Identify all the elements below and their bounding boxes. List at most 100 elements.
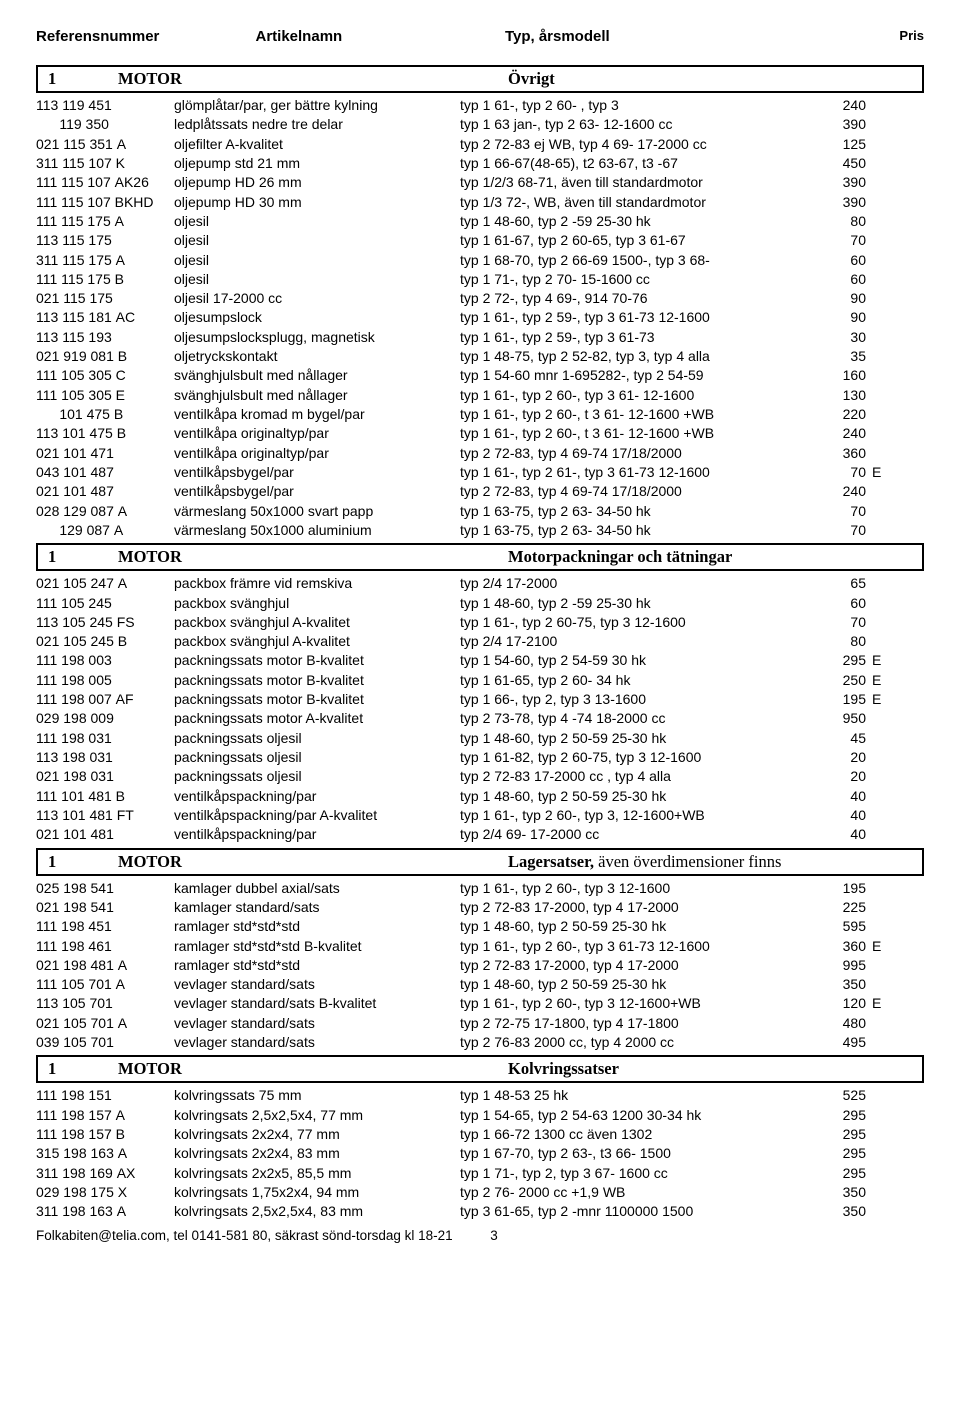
cell-typ: typ 2 72-83 17-2000, typ 4 17-2000 — [460, 956, 796, 975]
section-number: 1 — [44, 1059, 118, 1079]
cell-art: oljesil — [174, 212, 460, 231]
cell-pris: 450 — [796, 154, 866, 173]
cell-ref: 113 119 451 — [36, 96, 174, 115]
cell-mark — [866, 386, 902, 405]
cell-mark: E — [866, 690, 902, 709]
section-title: MOTOR — [118, 69, 508, 89]
cell-mark — [866, 1202, 902, 1221]
cell-pris: 350 — [796, 1202, 866, 1221]
table-row: 043 101 487ventilkåpsbygel/partyp 1 61-,… — [36, 463, 924, 482]
cell-mark — [866, 270, 902, 289]
cell-ref: 021 198 541 — [36, 898, 174, 917]
cell-typ: typ 1 48-53 25 hk — [460, 1086, 796, 1105]
cell-pris: 195 — [796, 690, 866, 709]
section-subtitle: Kolvringssatser — [508, 1059, 916, 1079]
table-row: 111 115 107 BKHDoljepump HD 30 mmtyp 1/3… — [36, 193, 924, 212]
cell-mark — [866, 898, 902, 917]
table-row: 113 101 481 FTventilkåpspackning/par A-k… — [36, 806, 924, 825]
cell-typ: typ 2 72-83 ej WB, typ 4 69- 17-2000 cc — [460, 135, 796, 154]
cell-art: svänghjulsbult med nållager — [174, 386, 460, 405]
cell-pris: 70 — [796, 463, 866, 482]
cell-ref: 021 101 481 — [36, 825, 174, 844]
cell-art: ventilkåpsbygel/par — [174, 482, 460, 501]
cell-ref: 101 475 B — [36, 405, 174, 424]
cell-typ: typ 2 72-, typ 4 69-, 914 70-76 — [460, 289, 796, 308]
cell-typ: typ 1 63-75, typ 2 63- 34-50 hk — [460, 502, 796, 521]
cell-ref: 129 087 A — [36, 521, 174, 540]
cell-typ: typ 1 48-60, typ 2 -59 25-30 hk — [460, 594, 796, 613]
table-row: 111 101 481 Bventilkåpspackning/partyp 1… — [36, 787, 924, 806]
footer-text: Folkabiten@telia.com, tel 0141-581 80, s… — [36, 1228, 453, 1243]
cell-art: ledplåtssats nedre tre delar — [174, 115, 460, 134]
cell-pris: 40 — [796, 825, 866, 844]
section-number: 1 — [44, 69, 118, 89]
cell-art: vevlager standard/sats — [174, 1014, 460, 1033]
cell-typ: typ 1/2/3 68-71, även till standardmotor — [460, 173, 796, 192]
cell-art: ventilkåpsbygel/par — [174, 463, 460, 482]
cell-art: oljesil — [174, 231, 460, 250]
cell-typ: typ 2 72-83 17-2000, typ 4 17-2000 — [460, 898, 796, 917]
cell-pris: 70 — [796, 502, 866, 521]
cell-ref: 111 198 451 — [36, 917, 174, 936]
cell-typ: typ 1 61-, typ 2 60-, typ 3 61-73 12-160… — [460, 937, 796, 956]
cell-typ: typ 1 67-70, typ 2 63-, t3 66- 1500 — [460, 1144, 796, 1163]
cell-ref: 111 198 151 — [36, 1086, 174, 1105]
cell-ref: 311 198 169 AX — [36, 1164, 174, 1183]
cell-ref: 039 105 701 — [36, 1033, 174, 1052]
cell-typ: typ 2 76- 2000 cc +1,9 WB — [460, 1183, 796, 1202]
cell-ref: 025 198 541 — [36, 879, 174, 898]
cell-art: oljesumpslocksplugg, magnetisk — [174, 328, 460, 347]
cell-pris: 595 — [796, 917, 866, 936]
cell-ref: 111 105 305 E — [36, 386, 174, 405]
cell-typ: typ 1 48-60, typ 2 50-59 25-30 hk — [460, 787, 796, 806]
cell-mark — [866, 251, 902, 270]
cell-ref: 021 198 031 — [36, 767, 174, 786]
cell-pris: 125 — [796, 135, 866, 154]
cell-ref: 311 115 175 A — [36, 251, 174, 270]
section-number: 1 — [44, 547, 118, 567]
cell-pris: 60 — [796, 270, 866, 289]
cell-mark — [866, 521, 902, 540]
cell-art: oljepump HD 30 mm — [174, 193, 460, 212]
cell-art: ramlager std*std*std B-kvalitet — [174, 937, 460, 956]
table-row: 111 198 461ramlager std*std*std B-kvalit… — [36, 937, 924, 956]
cell-pris: 295 — [796, 1164, 866, 1183]
table-row: 129 087 Avärmeslang 50x1000 aluminiumtyp… — [36, 521, 924, 540]
cell-mark — [866, 482, 902, 501]
cell-typ: typ 1/3 72-, WB, även till standardmotor — [460, 193, 796, 212]
cell-pris: 130 — [796, 386, 866, 405]
table-row: 111 115 107 AK26oljepump HD 26 mmtyp 1/2… — [36, 173, 924, 192]
cell-typ: typ 1 71-, typ 2, typ 3 67- 1600 cc — [460, 1164, 796, 1183]
cell-ref: 311 198 163 A — [36, 1202, 174, 1221]
cell-mark — [866, 748, 902, 767]
cell-ref: 111 101 481 B — [36, 787, 174, 806]
table-row: 113 105 701vevlager standard/sats B-kval… — [36, 994, 924, 1013]
cell-ref: 021 101 487 — [36, 482, 174, 501]
cell-art: värmeslang 50x1000 aluminium — [174, 521, 460, 540]
cell-typ: typ 1 71-, typ 2 70- 15-1600 cc — [460, 270, 796, 289]
cell-pris: 390 — [796, 193, 866, 212]
cell-typ: typ 1 61-, typ 2 60-, typ 3 12-1600+WB — [460, 994, 796, 1013]
cell-art: kolvringsats 2,5x2,5x4, 77 mm — [174, 1106, 460, 1125]
cell-pris: 80 — [796, 212, 866, 231]
cell-typ: typ 1 61-, typ 2 60-, typ 3 12-1600 — [460, 879, 796, 898]
cell-mark — [866, 502, 902, 521]
cell-pris: 240 — [796, 424, 866, 443]
page-footer: Folkabiten@telia.com, tel 0141-581 80, s… — [36, 1228, 924, 1243]
cell-typ: typ 1 61-65, typ 2 60- 34 hk — [460, 671, 796, 690]
cell-pris: 45 — [796, 729, 866, 748]
cell-ref: 119 350 — [36, 115, 174, 134]
cell-pris: 195 — [796, 879, 866, 898]
table-row: 021 115 351 Aoljefilter A-kvalitettyp 2 … — [36, 135, 924, 154]
cell-art: ventilkåpa originaltyp/par — [174, 444, 460, 463]
cell-mark — [866, 594, 902, 613]
cell-mark — [866, 212, 902, 231]
cell-pris: 950 — [796, 709, 866, 728]
cell-ref: 021 105 247 A — [36, 574, 174, 593]
table-row: 101 475 Bventilkåpa kromad m bygel/party… — [36, 405, 924, 424]
cell-pris: 390 — [796, 115, 866, 134]
cell-typ: typ 1 61-, typ 2 59-, typ 3 61-73 — [460, 328, 796, 347]
cell-mark — [866, 1125, 902, 1144]
cell-ref: 021 105 701 A — [36, 1014, 174, 1033]
cell-pris: 995 — [796, 956, 866, 975]
